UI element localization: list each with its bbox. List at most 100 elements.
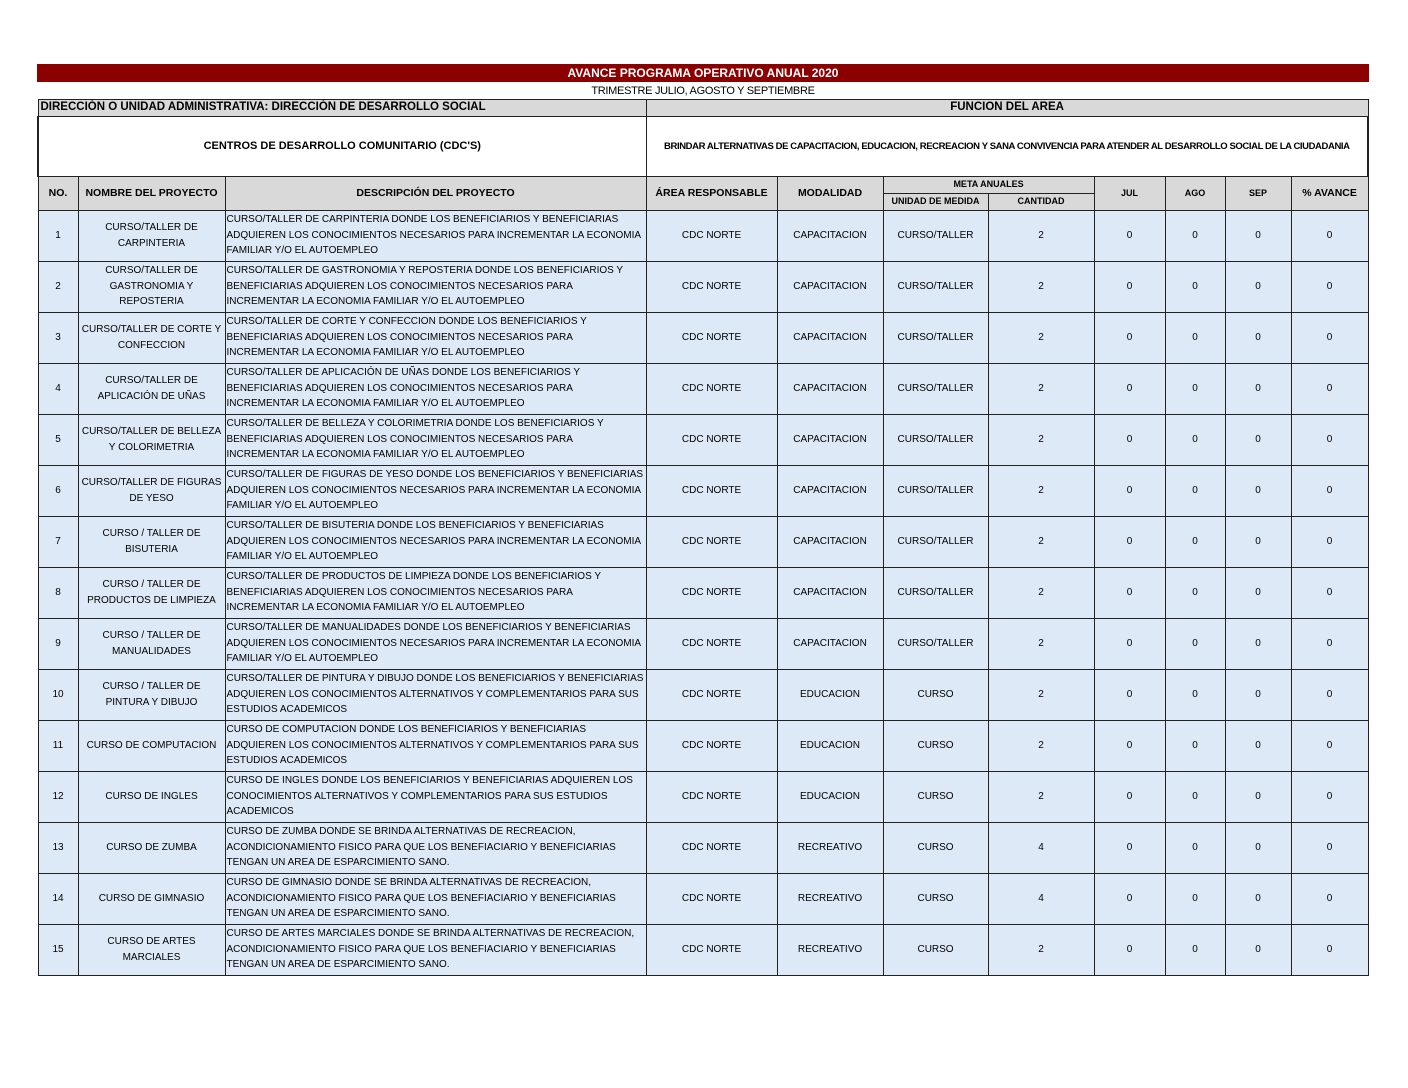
cell-no: 13: [37, 821, 79, 874]
cell-avance: 0: [1290, 719, 1369, 772]
cell-no: 5: [37, 413, 79, 466]
cell-jul: 0: [1093, 362, 1166, 415]
table-body: 1 CURSO/TALLER DE CARPINTERIA CURSO/TALLER…: [37, 209, 1369, 976]
cell-avance: 0: [1290, 872, 1369, 925]
cell-avance: 0: [1290, 209, 1369, 262]
cell-cantidad: 2: [987, 719, 1095, 772]
cell-sep: 0: [1224, 719, 1292, 772]
cell-ago: 0: [1164, 362, 1226, 415]
cell-nombre: CURSO DE GIMNASIO: [77, 872, 226, 925]
cell-unidad: CURSO: [882, 719, 989, 772]
cell-descripcion: CURSO/TALLER DE MANUALIDADES DONDE LOS B…: [224, 617, 647, 670]
cell-no: 8: [37, 566, 79, 619]
cell-jul: 0: [1093, 770, 1166, 823]
table-row: 11 CURSO DE COMPUTACION CURSO DE COMPUTACI…: [37, 719, 1369, 772]
cell-ago: 0: [1164, 719, 1226, 772]
cell-ago: 0: [1164, 821, 1226, 874]
cell-avance: 0: [1290, 668, 1369, 721]
cell-sep: 0: [1224, 566, 1292, 619]
table-row: 6 CURSO/TALLER DE FIGURAS DE YESO CURSO/TA…: [37, 464, 1369, 517]
cell-cantidad: 2: [987, 311, 1095, 364]
projects-table: DIRECCIÓN O UNIDAD ADMINISTRATIVA: DIREC…: [36, 99, 1370, 976]
table-row: 2 CURSO/TALLER DE GASTRONOMIA Y REPOSTERI…: [37, 260, 1369, 313]
cell-area: CDC NORTE: [645, 311, 778, 364]
cell-cantidad: 2: [987, 515, 1095, 568]
cell-modalidad: EDUCACION: [776, 668, 884, 721]
cell-nombre: CURSO/TALLER DE CARPINTERIA: [77, 209, 226, 262]
cell-no: 7: [37, 515, 79, 568]
cell-nombre: CURSO/TALLER DE CORTE Y CONFECCION: [77, 311, 226, 364]
cell-area: CDC NORTE: [645, 872, 778, 925]
cell-ago: 0: [1164, 617, 1226, 670]
cell-avance: 0: [1290, 413, 1369, 466]
cell-descripcion: CURSO/TALLER DE CORTE Y CONFECCION DONDE…: [224, 311, 647, 364]
col-meta: META ANUALES: [882, 176, 1095, 194]
report-subtitle: TRIMESTRE JULIO, AGOSTO Y SEPTIEMBRE: [591, 85, 815, 97]
cell-jul: 0: [1093, 464, 1166, 517]
cell-descripcion: CURSO/TALLER DE APLICACIÓN DE UÑAS DONDE…: [224, 362, 647, 415]
cell-nombre: CURSO/TALLER DE GASTRONOMIA Y REPOSTERIA: [77, 260, 226, 313]
cell-jul: 0: [1093, 923, 1166, 976]
cell-area: CDC NORTE: [645, 566, 778, 619]
col-ago: AGO: [1164, 176, 1226, 211]
cell-cantidad: 2: [987, 566, 1095, 619]
cell-area: CDC NORTE: [645, 515, 778, 568]
cell-unidad: CURSO/TALLER: [882, 515, 989, 568]
cell-jul: 0: [1093, 209, 1166, 262]
cell-descripcion: CURSO/TALLER DE CARPINTERIA DONDE LOS BE…: [224, 209, 647, 262]
cell-cantidad: 2: [987, 209, 1095, 262]
funcion-label: FUNCION DEL AREA: [645, 99, 1369, 117]
cell-cantidad: 2: [987, 260, 1095, 313]
cell-descripcion: CURSO/TALLER DE PRODUCTOS DE LIMPIEZA DO…: [224, 566, 647, 619]
table-row: 8 CURSO / TALLER DE PRODUCTOS DE LIMPIEZA…: [37, 566, 1369, 619]
cell-area: CDC NORTE: [645, 209, 778, 262]
cell-jul: 0: [1093, 617, 1166, 670]
cell-nombre: CURSO DE INGLES: [77, 770, 226, 823]
cell-avance: 0: [1290, 617, 1369, 670]
cell-no: 14: [37, 872, 79, 925]
table-row: 14 CURSO DE GIMNASIO CURSO DE GIMNASIO DON…: [37, 872, 1369, 925]
cell-sep: 0: [1224, 209, 1292, 262]
cell-nombre: CURSO / TALLER DE BISUTERIA: [77, 515, 226, 568]
table-row: 4 CURSO/TALLER DE APLICACIÓN DE UÑAS CURSO…: [37, 362, 1369, 415]
cell-area: CDC NORTE: [645, 362, 778, 415]
cell-no: 11: [37, 719, 79, 772]
cell-area: CDC NORTE: [645, 923, 778, 976]
cell-unidad: CURSO/TALLER: [882, 311, 989, 364]
cell-avance: 0: [1290, 923, 1369, 976]
cell-ago: 0: [1164, 413, 1226, 466]
cell-jul: 0: [1093, 668, 1166, 721]
cell-sep: 0: [1224, 362, 1292, 415]
col-no: NO.: [37, 176, 79, 211]
cell-area: CDC NORTE: [645, 413, 778, 466]
cell-modalidad: CAPACITACION: [776, 515, 884, 568]
cell-descripcion: CURSO/TALLER DE BELLEZA Y COLORIMETRIA D…: [224, 413, 647, 466]
cell-ago: 0: [1164, 566, 1226, 619]
cell-avance: 0: [1290, 515, 1369, 568]
cell-cantidad: 2: [987, 617, 1095, 670]
cell-modalidad: CAPACITACION: [776, 362, 884, 415]
cell-area: CDC NORTE: [645, 821, 778, 874]
cell-cantidad: 4: [987, 821, 1095, 874]
col-nombre: NOMBRE DEL PROYECTO: [77, 176, 226, 211]
cell-modalidad: CAPACITACION: [776, 311, 884, 364]
table-row: 12 CURSO DE INGLES CURSO DE INGLES DONDE L…: [37, 770, 1369, 823]
table-row: 13 CURSO DE ZUMBA CURSO DE ZUMBA DONDE SE …: [37, 821, 1369, 874]
cell-ago: 0: [1164, 515, 1226, 568]
cell-avance: 0: [1290, 464, 1369, 517]
cell-sep: 0: [1224, 260, 1292, 313]
cell-unidad: CURSO: [882, 872, 989, 925]
table-row: 1 CURSO/TALLER DE CARPINTERIA CURSO/TALLER…: [37, 209, 1369, 262]
cell-jul: 0: [1093, 311, 1166, 364]
cell-no: 4: [37, 362, 79, 415]
cell-nombre: CURSO DE ARTES MARCIALES: [77, 923, 226, 976]
cell-no: 10: [37, 668, 79, 721]
cell-descripcion: CURSO DE INGLES DONDE LOS BENEFICIARIOS …: [224, 770, 647, 823]
cell-jul: 0: [1093, 872, 1166, 925]
cell-modalidad: RECREATIVO: [776, 872, 884, 925]
col-modalidad: MODALIDAD: [776, 176, 884, 211]
cell-sep: 0: [1224, 464, 1292, 517]
cell-descripcion: CURSO/TALLER DE BISUTERIA DONDE LOS BENE…: [224, 515, 647, 568]
cell-modalidad: CAPACITACION: [776, 413, 884, 466]
cell-jul: 0: [1093, 413, 1166, 466]
